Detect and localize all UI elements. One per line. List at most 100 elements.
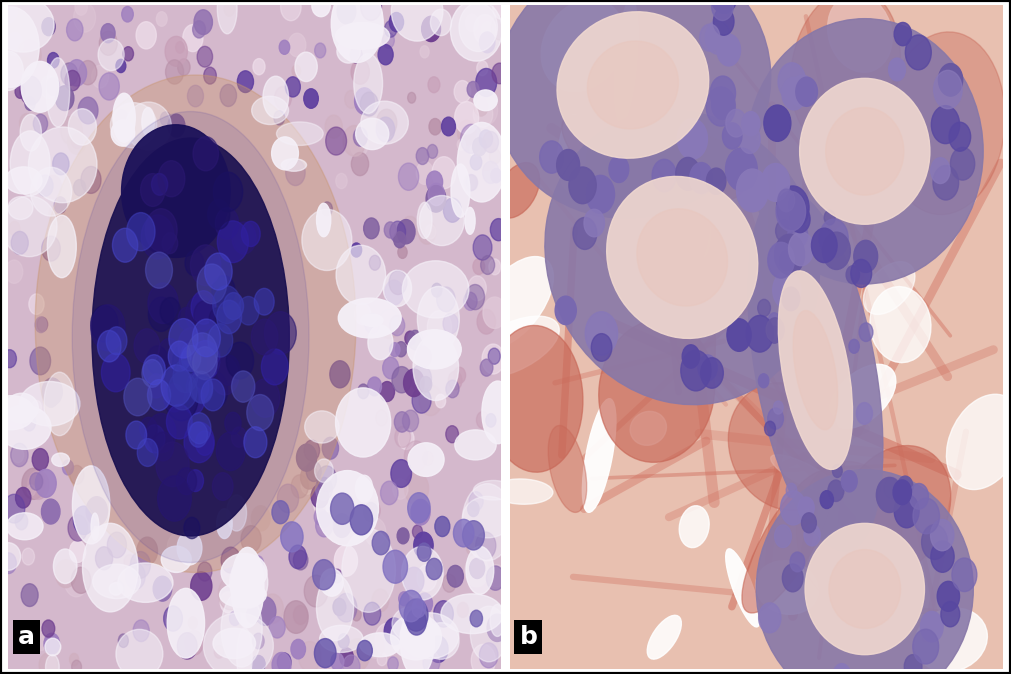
Ellipse shape [221, 591, 262, 667]
Circle shape [364, 503, 378, 522]
Circle shape [194, 301, 215, 330]
Circle shape [242, 221, 260, 247]
Circle shape [21, 584, 38, 607]
Circle shape [133, 620, 150, 642]
Circle shape [232, 427, 247, 448]
Circle shape [74, 179, 86, 196]
Text: a: a [18, 625, 35, 648]
Circle shape [397, 220, 416, 244]
Circle shape [123, 47, 133, 61]
Circle shape [44, 175, 62, 198]
Circle shape [436, 394, 446, 408]
Ellipse shape [237, 627, 252, 674]
Text: b: b [520, 625, 537, 648]
Circle shape [18, 40, 41, 71]
Circle shape [29, 472, 42, 490]
Circle shape [12, 448, 23, 462]
Circle shape [187, 86, 203, 106]
Circle shape [3, 494, 25, 523]
Circle shape [476, 532, 495, 559]
Circle shape [573, 218, 596, 249]
Ellipse shape [44, 638, 61, 656]
Circle shape [340, 648, 354, 667]
Circle shape [824, 210, 835, 225]
Circle shape [164, 361, 197, 406]
Circle shape [466, 543, 475, 555]
Ellipse shape [217, 0, 238, 34]
Circle shape [457, 139, 465, 150]
Circle shape [244, 427, 267, 458]
Circle shape [44, 633, 60, 654]
Circle shape [489, 259, 500, 275]
Circle shape [384, 21, 397, 37]
Ellipse shape [116, 630, 163, 674]
Ellipse shape [869, 286, 931, 363]
Circle shape [468, 501, 479, 516]
Ellipse shape [482, 381, 514, 443]
Circle shape [277, 484, 298, 513]
Circle shape [148, 379, 171, 410]
Circle shape [145, 425, 165, 453]
Circle shape [789, 193, 805, 216]
Ellipse shape [316, 470, 378, 546]
Ellipse shape [336, 245, 385, 305]
Circle shape [213, 172, 243, 212]
Ellipse shape [177, 531, 202, 565]
Circle shape [167, 404, 192, 439]
Ellipse shape [791, 0, 901, 150]
Circle shape [758, 603, 780, 633]
Ellipse shape [0, 51, 23, 90]
Circle shape [214, 645, 223, 658]
Circle shape [346, 639, 369, 671]
Circle shape [55, 197, 67, 213]
Circle shape [345, 90, 358, 109]
Circle shape [470, 144, 480, 157]
Circle shape [378, 44, 393, 65]
Circle shape [112, 228, 137, 262]
Circle shape [190, 351, 216, 388]
Ellipse shape [465, 316, 559, 378]
Circle shape [773, 401, 784, 414]
Circle shape [804, 524, 820, 546]
Circle shape [417, 593, 433, 614]
Circle shape [251, 379, 280, 417]
Ellipse shape [69, 109, 96, 145]
Circle shape [434, 601, 453, 627]
Circle shape [489, 149, 500, 164]
Circle shape [913, 630, 938, 664]
Circle shape [311, 485, 329, 508]
Circle shape [369, 255, 380, 270]
Circle shape [465, 555, 488, 587]
Circle shape [232, 371, 255, 402]
Circle shape [164, 606, 182, 631]
Circle shape [314, 638, 336, 668]
Ellipse shape [647, 615, 681, 659]
Circle shape [474, 139, 498, 171]
Circle shape [197, 264, 226, 304]
Circle shape [154, 576, 172, 601]
Circle shape [410, 365, 432, 392]
Circle shape [56, 86, 74, 111]
Circle shape [491, 17, 509, 40]
Circle shape [358, 384, 369, 399]
Ellipse shape [113, 93, 135, 142]
Ellipse shape [336, 388, 390, 457]
Circle shape [757, 299, 770, 317]
Circle shape [761, 164, 790, 202]
Circle shape [898, 476, 913, 497]
Circle shape [470, 154, 482, 170]
Ellipse shape [337, 40, 360, 63]
Circle shape [97, 330, 121, 362]
Circle shape [853, 241, 878, 272]
Circle shape [63, 460, 74, 475]
Circle shape [904, 654, 922, 674]
Circle shape [252, 506, 270, 531]
Ellipse shape [545, 110, 820, 404]
Circle shape [313, 491, 331, 514]
Ellipse shape [19, 381, 80, 426]
Circle shape [291, 640, 305, 659]
Ellipse shape [48, 215, 76, 278]
Circle shape [492, 63, 508, 84]
Ellipse shape [28, 127, 97, 203]
Circle shape [426, 224, 436, 239]
